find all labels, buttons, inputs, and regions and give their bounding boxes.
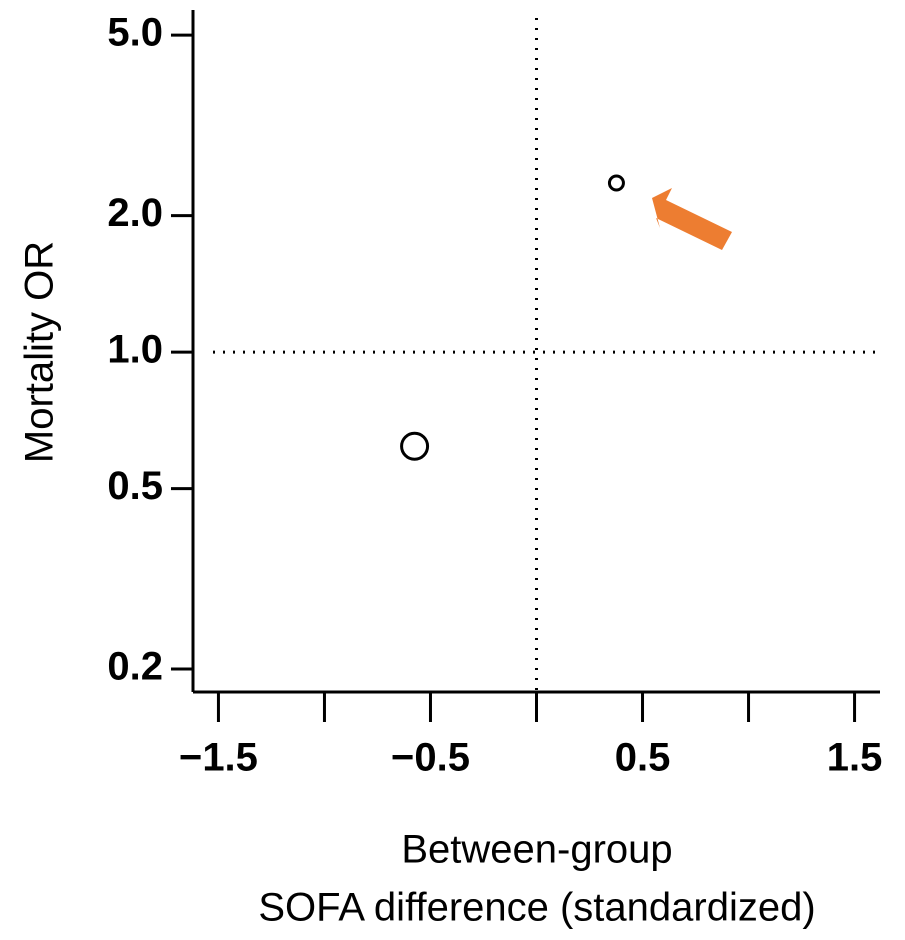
y-tick-label: 5.0 bbox=[107, 11, 163, 55]
x-tick-label: −0.5 bbox=[391, 736, 470, 780]
y-tick-label: 1.0 bbox=[107, 328, 163, 372]
y-axis-label: Mortality OR bbox=[18, 241, 62, 463]
x-tick-label: 0.5 bbox=[615, 736, 671, 780]
point bbox=[607, 174, 625, 192]
y-tick-label: 2.0 bbox=[107, 191, 163, 235]
x-axis-label: Between-group bbox=[401, 828, 672, 872]
y-tick-label: 0.5 bbox=[107, 464, 163, 508]
x-tick-label: 1.5 bbox=[827, 736, 883, 780]
x-tick-label: −1.5 bbox=[179, 736, 258, 780]
y-tick-label: 0.2 bbox=[107, 645, 163, 689]
annotation-arrow bbox=[652, 188, 732, 250]
x-axis-label: SOFA difference (standardized) bbox=[258, 886, 815, 930]
point bbox=[400, 431, 430, 461]
